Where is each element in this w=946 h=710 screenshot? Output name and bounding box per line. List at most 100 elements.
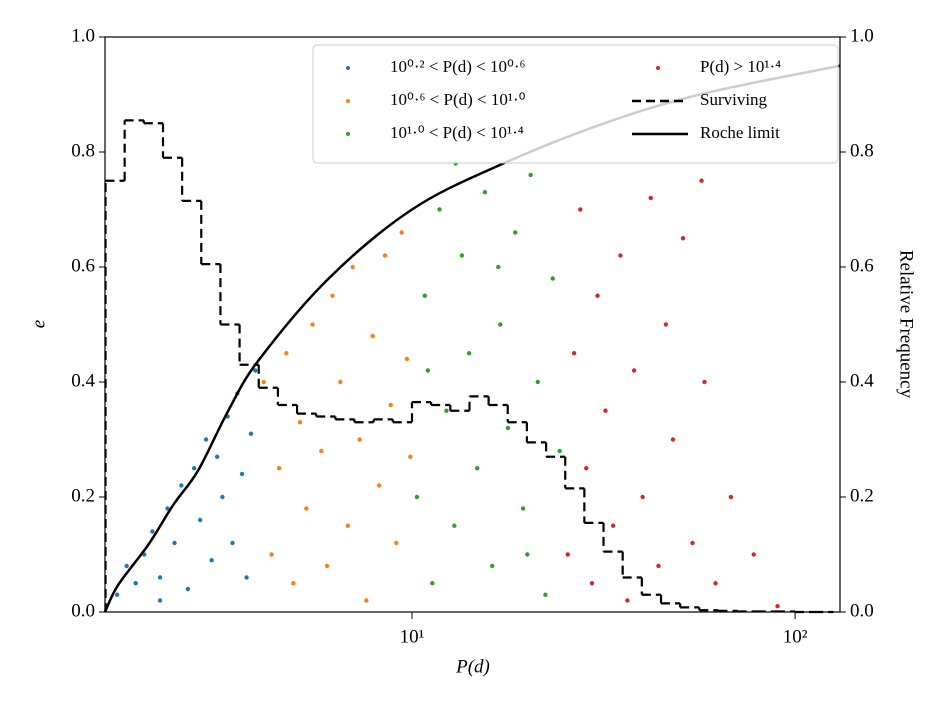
scatter-point <box>578 207 583 212</box>
scatter-point <box>203 437 209 442</box>
scatter-point <box>253 368 258 373</box>
scatter-point <box>399 230 404 235</box>
scatter-point <box>640 494 645 500</box>
legend-label: 10¹·⁰ < P(d) < 10¹·⁴ <box>390 123 524 142</box>
scatter-point <box>364 598 369 603</box>
scatter-point <box>603 408 608 413</box>
scatter-point <box>520 506 526 511</box>
scatter-point <box>571 351 577 356</box>
scatter-point <box>185 586 191 592</box>
scatter-point <box>513 230 518 235</box>
scatter-point <box>775 604 780 609</box>
y-tick-label: 0.0 <box>71 600 95 621</box>
scatter-point <box>475 466 480 471</box>
scatter-point <box>269 552 274 557</box>
scatter-point <box>172 540 177 546</box>
scatter-point <box>310 322 315 327</box>
scatter-point <box>376 483 382 488</box>
x-tick-label: 10¹ <box>400 626 425 647</box>
scatter-point <box>150 529 155 534</box>
scatter-point <box>157 598 163 603</box>
scatter-point <box>388 402 393 408</box>
scatter-point <box>133 581 138 586</box>
scatter-point <box>261 379 266 385</box>
scatter-point <box>239 471 245 477</box>
scatter-point <box>699 178 704 183</box>
scatter-point <box>357 437 362 442</box>
scatter-point <box>297 420 303 425</box>
scatter-point <box>248 431 254 436</box>
y2-tick-label: 1.0 <box>850 25 874 46</box>
scatter-point <box>490 563 495 569</box>
legend-marker <box>656 66 660 70</box>
scatter-point <box>728 494 734 500</box>
scatter-point <box>543 592 548 597</box>
legend-label: 10⁰·⁶ < P(d) < 10¹·⁰ <box>390 90 526 109</box>
scatter-point <box>179 483 184 488</box>
scatter-point <box>496 264 501 270</box>
x-axis-label: P(d) <box>455 656 490 677</box>
scatter-point <box>345 523 351 528</box>
scatter-point <box>284 351 289 356</box>
legend-box <box>312 44 839 164</box>
scatter-point <box>414 494 420 500</box>
x-tick-label: 10² <box>783 626 808 647</box>
scatter-point <box>330 293 335 298</box>
scatter-point <box>382 253 388 258</box>
scatter-point <box>422 293 427 298</box>
scatter-point <box>425 368 431 373</box>
scatter-point <box>663 322 669 327</box>
scatter-point <box>291 581 296 586</box>
scatter-point <box>466 351 472 356</box>
scatter-point <box>444 408 449 413</box>
scatter-point <box>230 540 235 546</box>
scatter-point <box>350 264 355 270</box>
scatter-point <box>557 448 562 454</box>
scatter-point <box>670 437 676 442</box>
scatter-point <box>452 523 457 528</box>
scatter-point <box>565 552 570 557</box>
scatter-point <box>338 379 343 385</box>
scatter-point <box>528 172 533 178</box>
scatter-point <box>319 448 324 454</box>
legend-label: Roche limit <box>700 123 780 142</box>
scatter-point <box>165 506 170 511</box>
scatter-point <box>244 575 249 580</box>
y2-tick-label: 0.8 <box>850 140 874 161</box>
scatter-point <box>550 276 555 281</box>
scatter-point <box>589 581 595 586</box>
y2-tick-label: 0.0 <box>850 600 874 621</box>
scatter-point <box>482 190 488 195</box>
scatter-point <box>690 540 695 546</box>
scatter-point <box>648 195 653 201</box>
y-tick-label: 0.8 <box>71 140 95 161</box>
y2-tick-label: 0.4 <box>850 370 874 391</box>
scatter-point <box>324 563 330 569</box>
scatter-point <box>610 523 616 528</box>
y-axis-label: e <box>28 320 49 328</box>
scatter-point <box>276 466 282 471</box>
scatter-point <box>304 506 309 511</box>
legend-marker <box>346 99 350 103</box>
y-tick-label: 1.0 <box>71 25 95 46</box>
scatter-point <box>680 236 686 241</box>
scatter-point <box>751 552 756 557</box>
legend-marker <box>346 66 350 70</box>
scatter-point <box>618 253 623 258</box>
scatter-point <box>114 592 120 597</box>
scatter-point <box>713 581 718 586</box>
y-tick-label: 0.2 <box>71 485 95 506</box>
y2-axis-label: Relative Frequency <box>896 250 917 399</box>
legend-marker <box>346 132 350 136</box>
y-tick-label: 0.6 <box>71 255 95 276</box>
scatter-point <box>209 558 214 563</box>
scatter-point <box>437 207 442 212</box>
scatter-point <box>702 379 707 385</box>
scatter-point <box>124 563 129 569</box>
scatter-point <box>157 575 163 580</box>
scatter-point <box>535 379 540 385</box>
scatter-point <box>404 356 410 362</box>
scatter-point <box>498 322 503 327</box>
legend: 10⁰·² < P(d) < 10⁰·⁶ 10⁰·⁶ < P(d) < 10¹·⁰… <box>312 44 839 164</box>
